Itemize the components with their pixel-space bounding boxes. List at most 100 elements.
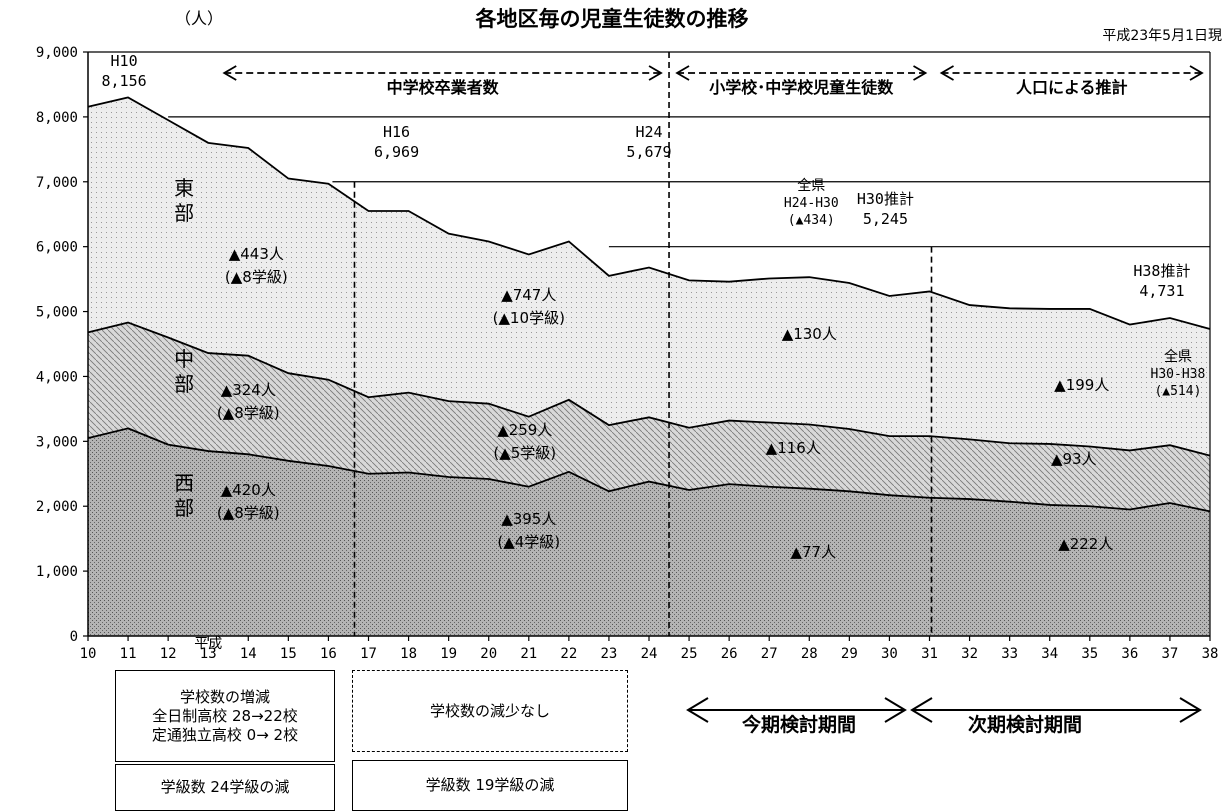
- current-period-label: 今期検討期間: [742, 714, 857, 736]
- region-label-char: 部: [174, 496, 194, 520]
- x-tick-label: 19: [440, 646, 457, 662]
- change-classes-label: (▲8学級): [217, 404, 280, 422]
- region-label-char: 部: [174, 201, 194, 225]
- x-tick-label: 11: [120, 646, 137, 662]
- region-label-char: 西: [174, 471, 194, 495]
- period-label: 小学校･中学校児童生徒数: [709, 78, 894, 97]
- no-school-decrease-text: 学校数の減少なし: [429, 701, 550, 720]
- x-tick-label: 10: [80, 646, 97, 662]
- total-value-label: 8,156: [101, 72, 146, 90]
- x-tick-label: 15: [280, 646, 297, 662]
- school-change-parttime: 定通独立高校 0→ 2校: [151, 725, 299, 744]
- x-tick-label: 14: [240, 646, 257, 662]
- total-year-label: H30推計: [857, 190, 914, 208]
- change-students-label: ▲222人: [1058, 535, 1113, 553]
- x-tick-label: 27: [761, 646, 778, 662]
- change-students-label: ▲130人: [782, 325, 837, 343]
- school-change-fulltime: 全日制高校 28→22校: [152, 706, 298, 725]
- region-label-char: 東: [174, 176, 194, 200]
- prefecture-note-range: H30-H38: [1151, 367, 1206, 382]
- y-tick-label: 2,000: [36, 499, 78, 515]
- x-tick-label: 33: [1001, 646, 1018, 662]
- school-change-box: 学校数の増減 全日制高校 28→22校 定通独立高校 0→ 2校: [115, 670, 335, 762]
- class-change-text-1: 学級数 24学級の減: [160, 778, 290, 796]
- x-tick-label: 30: [881, 646, 898, 662]
- x-tick-label: 24: [641, 646, 658, 662]
- prefecture-note-range: H24-H30: [784, 196, 839, 211]
- x-tick-label: 38: [1202, 646, 1219, 662]
- y-tick-label: 0: [70, 629, 78, 645]
- prefecture-note-label: 全県: [1164, 348, 1192, 365]
- x-tick-label: 20: [480, 646, 497, 662]
- y-tick-label: 8,000: [36, 110, 78, 126]
- period-arrows: [686, 697, 1202, 723]
- change-students-label: ▲93人: [1051, 450, 1097, 468]
- region-label-char: 中: [174, 347, 194, 371]
- change-classes-label: (▲8学級): [225, 268, 288, 286]
- total-year-label: H24: [635, 123, 662, 141]
- x-tick-label: 21: [520, 646, 537, 662]
- prefecture-note-change: (▲434): [788, 213, 835, 228]
- school-change-title: 学校数の増減: [179, 687, 270, 706]
- change-students-label: ▲420人: [221, 481, 276, 499]
- total-year-label: H16: [383, 123, 410, 141]
- change-students-label: ▲324人: [221, 381, 276, 399]
- total-value-label: 4,731: [1139, 282, 1184, 300]
- y-tick-label: 5,000: [36, 305, 78, 321]
- x-tick-label: 34: [1041, 646, 1058, 662]
- period-label: 人口による推計: [1016, 78, 1128, 97]
- x-tick-label: 25: [681, 646, 698, 662]
- class-change-box-2: 学級数 19学級の減: [352, 760, 628, 811]
- x-tick-label: 28: [801, 646, 818, 662]
- class-change-box-1: 学級数 24学級の減: [115, 764, 335, 811]
- x-tick-label: 12: [160, 646, 177, 662]
- change-classes-label: (▲10学級): [493, 309, 565, 327]
- change-students-label: ▲395人: [501, 510, 556, 528]
- area-middle: [88, 322, 1210, 512]
- change-students-label: ▲77人: [790, 543, 836, 561]
- x-tick-label: 13: [200, 646, 217, 662]
- change-students-label: ▲116人: [766, 439, 821, 457]
- x-tick-label: 17: [360, 646, 377, 662]
- area-east-line: [87, 96, 1211, 330]
- change-students-label: ▲259人: [497, 421, 552, 439]
- period-label: 中学校卒業者数: [387, 78, 500, 97]
- total-year-label: H38推計: [1133, 262, 1190, 280]
- x-tick-label: 16: [320, 646, 337, 662]
- area-middle-line: [87, 321, 1211, 457]
- change-classes-label: (▲4学級): [497, 533, 560, 551]
- y-tick-label: 1,000: [36, 564, 78, 580]
- change-classes-label: (▲5学級): [493, 444, 556, 462]
- class-change-text-2: 学級数 19学級の減: [425, 776, 555, 794]
- total-value-label: 5,245: [863, 210, 908, 228]
- period-arrow-head: [1189, 65, 1204, 81]
- y-tick-label: 3,000: [36, 434, 78, 450]
- date-note: 平成23年5月1日現: [1102, 28, 1222, 44]
- period-arrow-head: [913, 65, 928, 81]
- period-arrow-head: [675, 65, 690, 81]
- x-tick-label: 36: [1121, 646, 1138, 662]
- x-tick-label: 35: [1081, 646, 1098, 662]
- y-unit-label: （人）: [175, 9, 223, 28]
- total-value-label: 6,969: [374, 143, 419, 161]
- prefecture-note-change: (▲514): [1154, 384, 1201, 399]
- x-tick-label: 31: [921, 646, 938, 662]
- period-arrow-head: [648, 65, 663, 81]
- change-students-label: ▲747人: [501, 286, 556, 304]
- prefecture-note-label: 全県: [797, 177, 825, 194]
- change-classes-label: (▲8学級): [217, 504, 280, 522]
- x-tick-label: 37: [1161, 646, 1178, 662]
- y-tick-label: 6,000: [36, 240, 78, 256]
- no-school-decrease-box: 学校数の減少なし: [352, 670, 628, 752]
- area-west-line: [87, 427, 1211, 513]
- chart-title: 各地区毎の児童生徒数の推移: [475, 7, 749, 31]
- period-arrow-head: [939, 65, 954, 81]
- y-tick-label: 7,000: [36, 175, 78, 191]
- y-tick-label: 9,000: [36, 45, 78, 61]
- area-chart: 0 1,000 2,000 3,000 4,000 5,000 6,000 7,000 8,00…: [36, 7, 1222, 662]
- x-tick-label: 32: [961, 646, 978, 662]
- period-arrow-head: [222, 65, 237, 81]
- area-east: [88, 97, 1210, 456]
- x-era-label: 平成: [194, 636, 222, 652]
- change-students-label: ▲443人: [229, 245, 284, 263]
